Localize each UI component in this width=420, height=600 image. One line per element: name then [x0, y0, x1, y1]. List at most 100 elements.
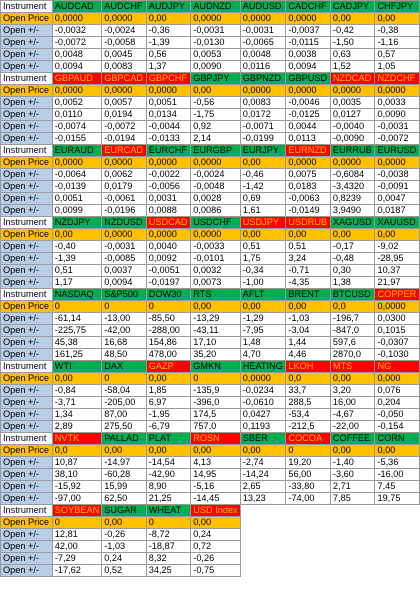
value-cell: -0,0031 [239, 24, 287, 37]
open-price-cell: 0,000 [374, 372, 420, 385]
open-delta-row: Open +/- 2,89 275,50 -6,79 757,0 0,1193 -212,5… [0, 420, 420, 433]
value-cell: -0,0031 [374, 120, 420, 133]
header-row: Instrument SOYBEAN SUGAR WHEAT USD Index [0, 504, 420, 517]
value-cell: 0,0028 [190, 192, 241, 205]
value-cell: 1,17 [51, 276, 103, 289]
value-cell: -0,0032 [51, 24, 103, 37]
instrument-header: NZDCHF [374, 72, 420, 85]
instrument-header: NASDAQ [51, 288, 103, 301]
value-cell: 0,72 [190, 540, 241, 553]
value-cell: -0,0234 [239, 384, 287, 397]
open-price-cell: 0,00 [329, 372, 376, 385]
empty-cell [240, 540, 286, 553]
row-label: Open +/- [0, 24, 53, 37]
value-cell: 48,50 [101, 348, 147, 361]
instrument-header: COPPER [374, 288, 420, 301]
value-cell: 4,46 [285, 348, 331, 361]
row-label: Open +/- [0, 252, 53, 265]
value-cell: 0,0300 [374, 312, 420, 325]
row-label: Instrument [0, 144, 53, 157]
instrument-header: GBPUSD [285, 72, 331, 85]
value-cell: -61,14 [51, 312, 103, 325]
instrument-header: SBER [239, 432, 287, 445]
instrument-header: AUDCAD [51, 0, 103, 13]
empty-cell [330, 504, 375, 517]
value-cell: -205,00 [101, 396, 147, 409]
open-delta-row: Open +/- 0,0052 0,0057 0,0051 -0,56 0,0083 -0,… [0, 96, 420, 109]
instrument-header: AUDCHF [101, 0, 147, 13]
value-cell: 2,65 [239, 480, 287, 493]
open-price-cell: 0,0000 [101, 84, 147, 97]
value-cell: 0,0094 [51, 60, 103, 73]
instrument-header: SUGAR [101, 504, 147, 517]
open-price-cell: 0,00 [374, 228, 420, 241]
open-price-cell: 0,00 [145, 444, 192, 457]
instrument-header: EURAUD [51, 144, 103, 157]
value-cell: -18,87 [145, 540, 192, 553]
row-label: Open +/- [0, 120, 53, 133]
value-cell: -2,74 [239, 456, 287, 469]
open-price-row: Open Price 0,00 0 0,00 0 0,0000 0,0 0,00 0,000 [0, 372, 420, 385]
header-row: Instrument NASDAQ S&P500 DOW30 RTS AFLT BRENT B… [0, 288, 420, 301]
value-cell: 0,24 [190, 528, 241, 541]
header-row: Instrument NVTK PALLAD PLAT ROSN SBER COCOA COF… [0, 432, 420, 445]
value-cell: 0,0032 [190, 264, 241, 277]
value-cell: 757,0 [190, 420, 241, 433]
row-label: Open +/- [0, 36, 53, 49]
row-label: Open +/- [0, 336, 53, 349]
open-price-cell: 0 [101, 372, 147, 385]
open-delta-row: Open +/- -97,00 62,50 21,25 -14,45 13,23 -74,0… [0, 492, 420, 505]
value-cell: -4,67 [329, 408, 376, 421]
row-label: Instrument [0, 288, 53, 301]
open-price-cell: 0,00 [101, 516, 147, 529]
value-cell: -42,90 [145, 468, 192, 481]
value-cell: -43,11 [190, 324, 241, 337]
value-cell: -0,0040 [329, 120, 376, 133]
row-label: Open +/- [0, 324, 53, 337]
value-cell: -1,42 [239, 180, 287, 193]
value-cell: 0,0051 [51, 192, 103, 205]
value-cell: -0,46 [239, 168, 287, 181]
value-cell: -58,04 [101, 384, 147, 397]
value-cell: -3,04 [285, 324, 331, 337]
open-delta-row: Open +/- -0,40 -0,0031 0,0040 -0,0033 0,51 0,5… [0, 240, 420, 253]
value-cell: 35,20 [190, 348, 241, 361]
value-cell: 16,68 [101, 336, 147, 349]
value-cell: 10,87 [51, 456, 103, 469]
value-cell: 87,00 [101, 408, 147, 421]
value-cell: 1,34 [51, 408, 103, 421]
value-cell: -0,71 [285, 264, 331, 277]
row-label: Instrument [0, 216, 53, 229]
value-cell: 7,45 [374, 480, 420, 493]
value-cell: -0,0125 [285, 108, 331, 121]
row-label: Open Price [0, 516, 53, 529]
value-cell: 0,0051 [145, 96, 192, 109]
value-cell: -0,0071 [239, 120, 287, 133]
open-delta-row: Open +/- 0,0099 -0,0196 0,0088 0,0086 1,61 -0,… [0, 204, 420, 217]
value-cell: 8,90 [145, 480, 192, 493]
instrument-header: USDRUB [285, 216, 331, 229]
value-cell: -396,0 [190, 396, 241, 409]
open-price-cell: 0,0000 [285, 156, 331, 169]
open-price-cell: 0,00 [285, 300, 331, 313]
value-cell: 0,0033 [374, 96, 420, 109]
value-cell: 0,30 [329, 264, 376, 277]
value-cell: 38,10 [51, 468, 103, 481]
value-cell: -0,0044 [145, 120, 192, 133]
instrument-header: NZDJPY [51, 216, 103, 229]
instrument-header: AUDJPY [145, 0, 192, 13]
instrument-header: WHEAT [145, 504, 192, 517]
value-cell: 0,51 [51, 264, 103, 277]
open-delta-row: Open +/- -0,0064 0,0062 -0,0022 -0,0024 -0,46… [0, 168, 420, 181]
value-cell: 33,7 [285, 384, 331, 397]
row-label: Instrument [0, 432, 53, 445]
open-price-row: Open Price 0,00 0,0000 0,0000 0,0000 0,00 0,00… [0, 228, 420, 241]
open-delta-row: Open +/- -1,39 -0,0085 0,0092 -0,0101 1,75 3,2… [0, 252, 420, 265]
value-cell: -1,50 [329, 36, 376, 49]
value-cell: 0,56 [145, 48, 192, 61]
instrument-header: AFLT [239, 288, 287, 301]
open-price-cell: 0 [101, 300, 147, 313]
row-label: Open Price [0, 372, 53, 385]
value-cell: -8,72 [145, 528, 192, 541]
value-cell: 19,75 [374, 492, 420, 505]
